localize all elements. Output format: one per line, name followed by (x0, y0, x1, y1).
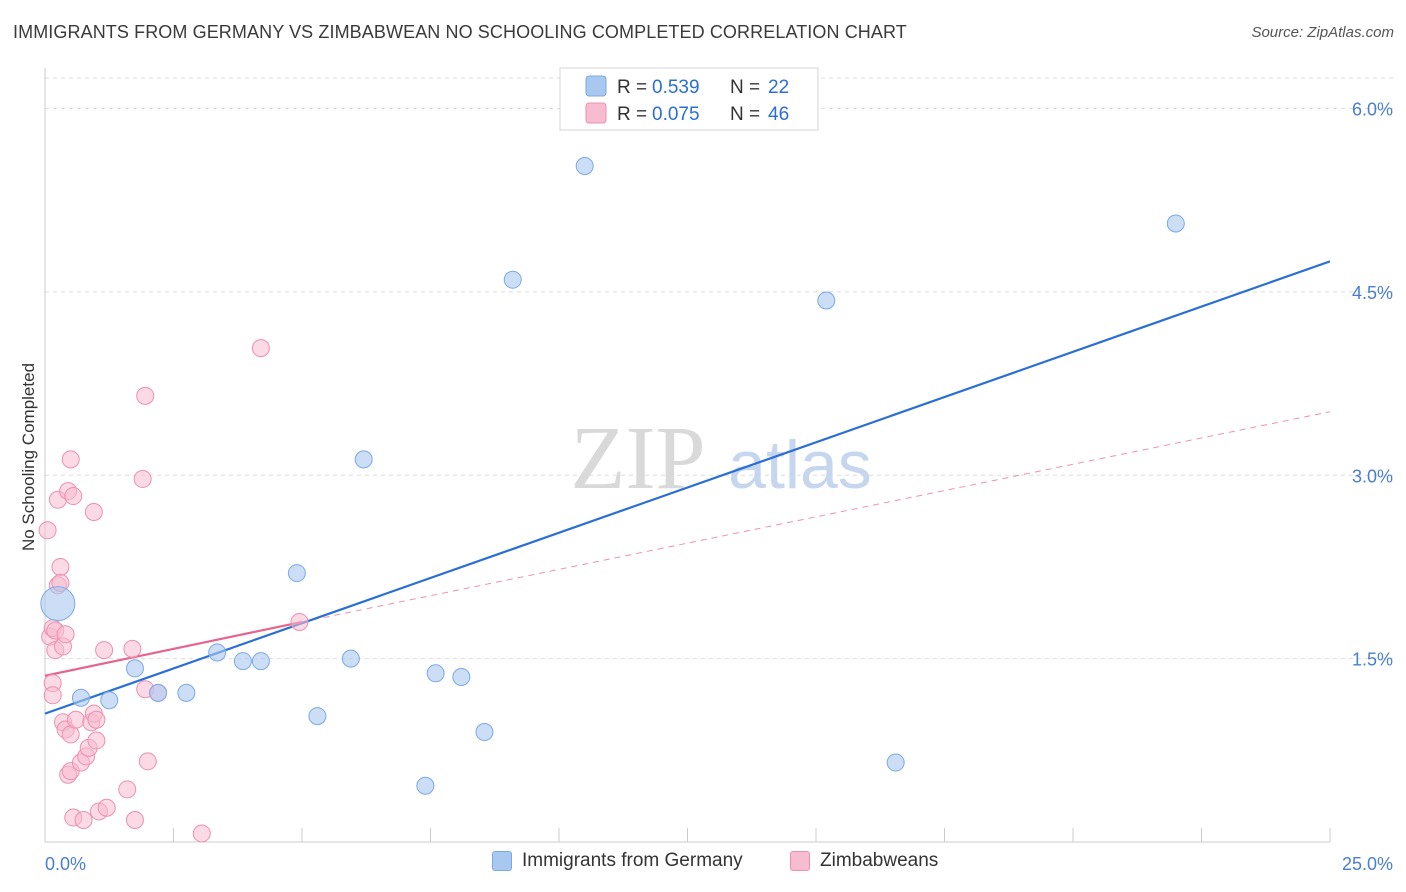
source-label: Source: ZipAtlas.com (1251, 24, 1394, 41)
legend-n-label-blue: N = (730, 77, 765, 98)
germany-point (71, 688, 90, 707)
legend-swatch-blue (585, 75, 607, 97)
zimbabweans-point (118, 780, 137, 799)
zimbabweans-point (84, 502, 103, 521)
zimbabweans-point (43, 686, 62, 705)
zimbabweans-point (290, 612, 309, 631)
zimbabweans-point (125, 810, 144, 829)
gridlines (45, 77, 1393, 660)
germany-point (817, 291, 836, 310)
y-tick-labels: 1.5% 3.0% 4.5% 6.0% (1352, 100, 1393, 670)
germany-points (40, 157, 1185, 795)
germany-point (475, 722, 494, 741)
germany-trendline (44, 260, 1331, 715)
zimbabweans-point (61, 450, 80, 469)
legend-swatch-germany (492, 851, 512, 871)
germany-point (287, 564, 306, 583)
zimbabweans-point (251, 339, 270, 358)
germany-point (575, 157, 594, 176)
germany-point (208, 643, 227, 662)
germany-point (452, 667, 471, 686)
y-tick-label: 3.0% (1352, 466, 1393, 486)
legend-label-germany: Immigrants from Germany (522, 850, 743, 871)
y-tick-label: 6.0% (1352, 100, 1393, 120)
germany-point (149, 683, 168, 702)
legend-n-value-blue: 22 (768, 77, 789, 98)
zimbabweans-point (38, 521, 57, 540)
correlation-legend: R = 0.539 N = 22 R = 0.075 N = 46 (559, 67, 819, 131)
watermark-zip: ZIP (571, 409, 706, 508)
zimbabweans-points (38, 339, 309, 843)
zimbabweans-point (133, 469, 152, 488)
zimbabweans-point (192, 824, 211, 843)
y-tick-label: 1.5% (1352, 650, 1393, 670)
x-tick-label-min: 0.0% (45, 854, 86, 874)
germany-point (426, 664, 445, 683)
germany-point (100, 691, 119, 710)
legend-r-value-blue: 0.539 (652, 77, 700, 98)
germany-point (1166, 214, 1185, 233)
germany-point (251, 652, 270, 671)
legend-r-value-pink: 0.075 (652, 104, 700, 125)
y-tick-label: 4.5% (1352, 283, 1393, 303)
zimbabweans-point (95, 641, 114, 660)
series-legend: Immigrants from Germany Zimbabweans (0, 850, 1406, 880)
germany-point (416, 776, 435, 795)
legend-r-label-blue: R = (617, 77, 652, 98)
germany-point (308, 707, 327, 726)
legend-n-value-pink: 46 (768, 104, 789, 125)
zimbabweans-point (51, 557, 70, 576)
zimbabweans-point (138, 752, 157, 771)
zimbabweans-point (136, 386, 155, 405)
germany-point (125, 659, 144, 678)
zimbabweans-point (74, 810, 93, 829)
zimbabweans-point (56, 625, 75, 644)
legend-item-germany: Immigrants from Germany (492, 850, 743, 872)
zimbabweans-point (64, 487, 83, 506)
trendlines (44, 260, 1331, 715)
legend-item-zimbabweans: Zimbabweans (790, 850, 938, 872)
germany-point (886, 753, 905, 772)
chart-title: IMMIGRANTS FROM GERMANY VS ZIMBABWEAN NO… (13, 22, 907, 42)
germany-point (341, 649, 360, 668)
zimbabweans-point (123, 639, 142, 658)
watermark: ZIP atlas (571, 409, 872, 508)
germany-point (177, 683, 196, 702)
germany-point (40, 586, 76, 622)
zimbabweans-trendline-extension (301, 411, 1331, 623)
germany-point (503, 270, 522, 289)
y-axis-label: No Schooling Completed (19, 363, 38, 551)
zimbabweans-point (66, 710, 85, 729)
legend-n-label-pink: N = (730, 104, 765, 125)
legend-label-zimbabweans: Zimbabweans (820, 850, 939, 871)
zimbabweans-point (97, 798, 116, 817)
x-tick-labels: 0.0% 25.0% (45, 854, 1393, 874)
x-tick-label-max: 25.0% (1342, 854, 1393, 874)
zimbabweans-point (87, 731, 106, 750)
germany-point (354, 450, 373, 469)
legend-r-label-pink: R = (617, 104, 652, 125)
germany-point (233, 652, 252, 671)
zimbabweans-point (87, 710, 106, 729)
legend-swatch-zimbabweans (790, 851, 810, 871)
zimbabweans-trendline (44, 620, 303, 677)
legend-swatch-pink (585, 102, 607, 124)
